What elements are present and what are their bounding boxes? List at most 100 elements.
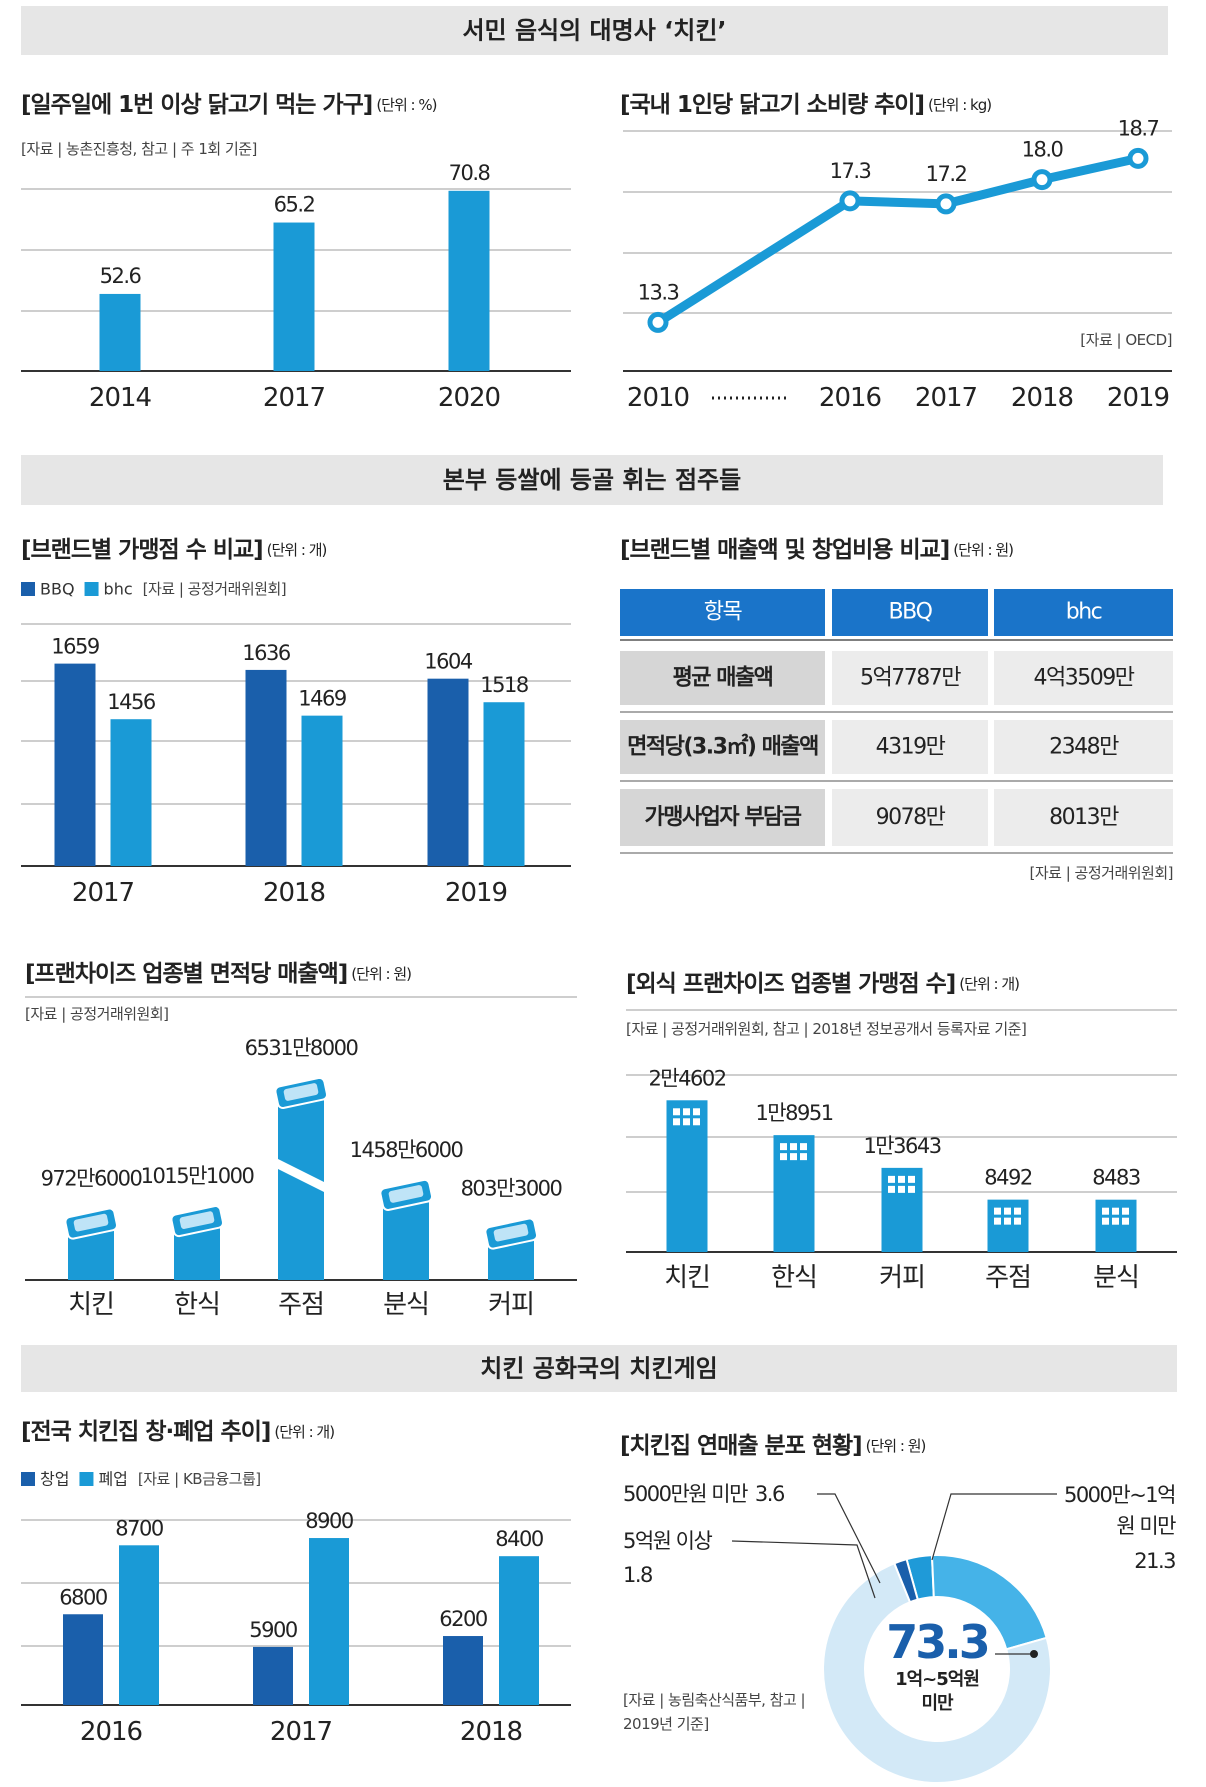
x-tick-label: 분식 <box>1093 1263 1139 1293</box>
slice-value: 73.3 <box>886 1615 988 1669</box>
chart-unit: (단위 : %) <box>376 96 436 114</box>
value-label: 1636 <box>242 641 291 665</box>
x-tick-label: 치킨 <box>664 1263 710 1293</box>
bar <box>1095 1199 1137 1252</box>
value-label: 6200 <box>439 1607 487 1631</box>
table-cell <box>994 720 1173 774</box>
table-header: 항목 <box>704 600 743 625</box>
chart-source: [자료 | 공정거래위원회] <box>143 580 287 598</box>
donut-hole <box>865 1597 1009 1741</box>
leader-dot <box>1030 1650 1038 1658</box>
chart-source: [자료 | 공정거래위원회] <box>25 1005 169 1023</box>
value-label: 1604 <box>424 650 473 674</box>
table-header: bhc <box>1066 600 1102 625</box>
point <box>839 190 861 212</box>
bar <box>427 678 469 866</box>
bar <box>119 1545 159 1705</box>
leader <box>931 1493 1057 1561</box>
bar <box>63 1614 103 1705</box>
window-icon <box>1004 1207 1011 1215</box>
table-cell <box>620 789 825 846</box>
window-icon <box>1112 1217 1119 1225</box>
chart-unit: (단위 : kg) <box>928 96 991 114</box>
x-tick-label: 커피 <box>488 1290 534 1320</box>
bar <box>110 719 152 866</box>
value-label: 70.8 <box>449 161 490 185</box>
table-cell <box>832 651 988 705</box>
chart-title: [외식 프랜차이즈 업종별 가맹점 수] <box>626 971 955 997</box>
x-tick-label: 2018 <box>263 878 325 908</box>
window-icon <box>994 1217 1001 1225</box>
x-tick-label: 2020 <box>438 383 500 413</box>
chart-title: [일주일에 1번 이상 닭고기 먹는 가구] <box>21 92 372 118</box>
window-icon <box>780 1143 787 1151</box>
window-icon <box>683 1108 690 1116</box>
x-tick-label: 2017 <box>263 383 325 413</box>
value-label: 18.0 <box>1022 138 1063 162</box>
value-label: 8700 <box>115 1516 163 1540</box>
table-cell <box>620 720 825 774</box>
chart-unit: (단위 : 개) <box>267 541 327 559</box>
chart-unit: (단위 : 원) <box>866 1437 926 1455</box>
window-icon <box>1122 1207 1129 1215</box>
bar <box>773 1135 815 1252</box>
section-title: 본부 등쌀에 등골 휘는 점주들 <box>443 466 741 494</box>
chart-source: [자료 | 공정거래위원회, 참고 | 2018년 정보공개서 등록자료 기준] <box>626 1020 1026 1038</box>
chart-heading: [프랜차이즈 업종별 면적당 매출액] (단위 : 원) <box>25 961 411 987</box>
window-icon <box>898 1175 905 1183</box>
window-icon <box>1014 1207 1021 1215</box>
slice-label: 5000만~1억원 미만 <box>1063 1483 1177 1538</box>
x-tick-label: 2016 <box>80 1717 142 1747</box>
section-title: 서민 음식의 대명사 ‘치킨’ <box>462 17 726 45</box>
table-cell-text: 5억7787만 <box>860 666 961 691</box>
value-label: 972만6000 <box>41 1167 142 1191</box>
table-cell-text: 9078만 <box>876 805 946 830</box>
x-tick-label: 2017 <box>270 1717 332 1747</box>
value-label: 1015만1000 <box>141 1164 254 1188</box>
x-tick-label: 2010 <box>627 383 689 413</box>
slice-text: 5000만원 미만 3.6 <box>623 1482 785 1506</box>
x-tick-label: 분식 <box>383 1290 429 1320</box>
window-icon <box>673 1118 680 1126</box>
chart-unit: (단위 : 개) <box>274 1423 334 1441</box>
legend-label: bhc <box>104 580 133 599</box>
leader <box>731 1540 876 1599</box>
window-icon <box>898 1185 905 1193</box>
window-icon <box>1102 1217 1109 1225</box>
window-icon <box>908 1185 915 1193</box>
value-label: 1469 <box>298 687 346 711</box>
chart-unit: (단위 : 원) <box>351 965 411 983</box>
chart-source: [자료 | KB금융그룹] <box>138 1470 261 1488</box>
value-label: 65.2 <box>274 193 315 217</box>
chart-title: [전국 치킨집 창·폐업 추이] <box>21 1419 270 1445</box>
bar <box>443 1636 483 1705</box>
value-label: 13.3 <box>638 280 679 304</box>
point <box>647 311 669 333</box>
bar <box>54 663 96 866</box>
axis-break <box>274 1157 328 1194</box>
window-icon <box>1014 1217 1021 1225</box>
bar <box>448 190 490 371</box>
slice-value: 1.8 <box>623 1563 652 1587</box>
window-icon <box>693 1118 700 1126</box>
window-icon <box>683 1118 690 1126</box>
table-cell-text: 4319만 <box>876 735 946 760</box>
legend-label: 창업 <box>40 1470 69 1489</box>
chart-title: [국내 1인당 닭고기 소비량 추이] <box>620 92 924 118</box>
value-label: 52.6 <box>100 264 142 288</box>
x-tick-label: 치킨 <box>68 1290 114 1320</box>
money-icon-inner <box>179 1211 215 1229</box>
money-icon-inner <box>493 1223 529 1242</box>
table-cell-text: 8013만 <box>1049 805 1119 830</box>
chart-heading: [국내 1인당 닭고기 소비량 추이] (단위 : kg) <box>620 92 991 118</box>
window-icon <box>780 1153 787 1161</box>
window-icon <box>1112 1207 1119 1215</box>
window-icon <box>800 1153 807 1161</box>
section-bar <box>21 1345 1177 1392</box>
table-cell <box>994 789 1173 846</box>
money-icon-inner <box>283 1083 319 1101</box>
table-header-cell <box>832 589 988 636</box>
table-cell-text: 면적당(3.3㎡) 매출액 <box>627 734 818 760</box>
